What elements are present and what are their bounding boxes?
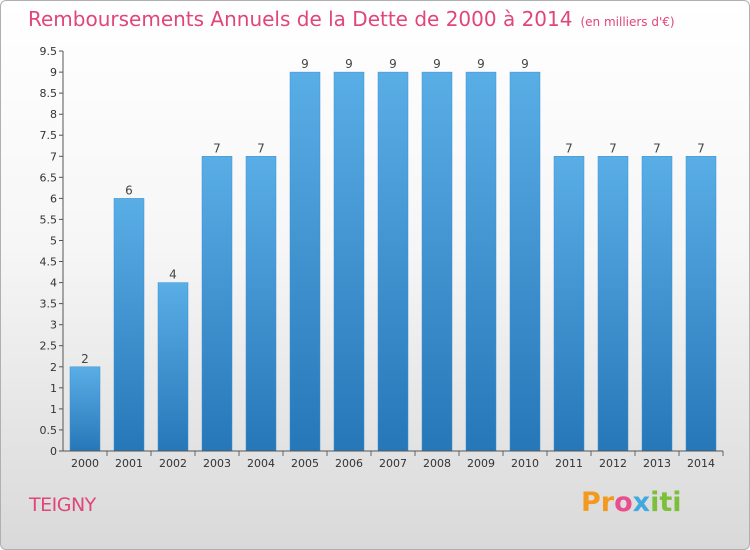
bar-2003 — [201, 156, 233, 452]
x-tick-label-2014: 2014 — [687, 457, 715, 470]
x-tick-label-2001: 2001 — [115, 457, 143, 470]
bar-2012 — [597, 156, 629, 452]
chart-title-text: Remboursements Annuels de la Dette de 20… — [28, 7, 573, 31]
x-tick-label-2011: 2011 — [555, 457, 583, 470]
data-label-2000: 2 — [81, 352, 89, 366]
data-label-2010: 9 — [521, 57, 529, 71]
x-tick-label-2007: 2007 — [379, 457, 407, 470]
bar-2004 — [245, 156, 277, 452]
y-tick-label: 7 — [50, 150, 57, 163]
data-label-2014: 7 — [697, 141, 705, 155]
bar-2008 — [421, 71, 453, 452]
y-tick-label: 7.5 — [40, 129, 58, 142]
y-tick-label: 0.5 — [40, 424, 58, 437]
y-tick-label: 3.5 — [40, 298, 58, 311]
data-label-2013: 7 — [653, 141, 661, 155]
y-tick-label: 6.5 — [40, 171, 58, 184]
y-tick-label: 5.5 — [40, 213, 58, 226]
bar-2007 — [377, 71, 409, 452]
x-tick-label-2003: 2003 — [203, 457, 231, 470]
x-tick-label-2009: 2009 — [467, 457, 495, 470]
data-label-2004: 7 — [257, 141, 265, 155]
x-tick-label-2006: 2006 — [335, 457, 363, 470]
y-tick-label: 8 — [50, 108, 57, 121]
y-tick-label: 3 — [50, 319, 57, 332]
x-tick-label-2008: 2008 — [423, 457, 451, 470]
logo-part-4: iti — [650, 487, 682, 518]
axes-group: 2000 2001 2002 2003 2004 2005 2006 2007 2008 2009… — [40, 45, 724, 470]
data-label-2012: 7 — [609, 141, 617, 155]
data-label-2003: 7 — [213, 141, 221, 155]
data-label-2005: 9 — [301, 57, 309, 71]
x-tick-label-2012: 2012 — [599, 457, 627, 470]
data-label-2008: 9 — [433, 57, 441, 71]
y-tick-label: 1 — [50, 382, 57, 395]
x-tick-label-2000: 2000 — [71, 457, 99, 470]
x-tick-label-2010: 2010 — [511, 457, 539, 470]
y-tick-label: 4.5 — [40, 256, 58, 269]
data-label-2002: 4 — [169, 268, 177, 282]
y-tick-label: 1 — [50, 403, 57, 416]
chart-title: Remboursements Annuels de la Dette de 20… — [28, 7, 675, 31]
data-label-2007: 9 — [389, 57, 397, 71]
data-label-2011: 7 — [565, 141, 573, 155]
city-name: TEIGNY — [29, 494, 96, 516]
bar-2014 — [685, 156, 717, 452]
bar-2010 — [509, 71, 541, 452]
bars-group: 2 6 4 7 7 9 9 9 9 9 9 7 7 7 7 — [69, 57, 717, 452]
bar-2011 — [553, 156, 585, 452]
x-tick-label-2004: 2004 — [247, 457, 275, 470]
y-tick-label: 9 — [50, 66, 57, 79]
bar-2006 — [333, 71, 365, 452]
x-tick-label-2013: 2013 — [643, 457, 671, 470]
data-label-2009: 9 — [477, 57, 485, 71]
y-tick-label: 0 — [50, 445, 57, 458]
y-tick-label: 5 — [50, 235, 57, 248]
data-label-2006: 9 — [345, 57, 353, 71]
y-tick-label: 4 — [50, 277, 57, 290]
bar-2005 — [289, 71, 321, 452]
y-tick-label: 2.5 — [40, 340, 58, 353]
bar-2009 — [465, 71, 497, 452]
x-tick-label-2002: 2002 — [159, 457, 187, 470]
y-tick-label: 6 — [50, 192, 57, 205]
data-label-2001: 6 — [125, 183, 133, 197]
y-tick-label: 8.5 — [40, 87, 58, 100]
bar-2001 — [113, 198, 145, 452]
chart-subtitle: (en milliers d'€) — [580, 15, 675, 29]
logo-part-3: x — [632, 487, 651, 518]
logo-part-2: o — [614, 487, 633, 518]
y-tick-label: 2 — [50, 361, 57, 374]
logo-part-1: Pr — [581, 487, 615, 518]
proxiti-logo[interactable]: Proxiti — [581, 487, 682, 518]
y-tick-label: 9.5 — [40, 45, 58, 58]
bar-2002 — [157, 282, 189, 452]
bar-2013 — [641, 156, 673, 452]
bar-2000 — [69, 366, 101, 452]
x-tick-label-2005: 2005 — [291, 457, 319, 470]
